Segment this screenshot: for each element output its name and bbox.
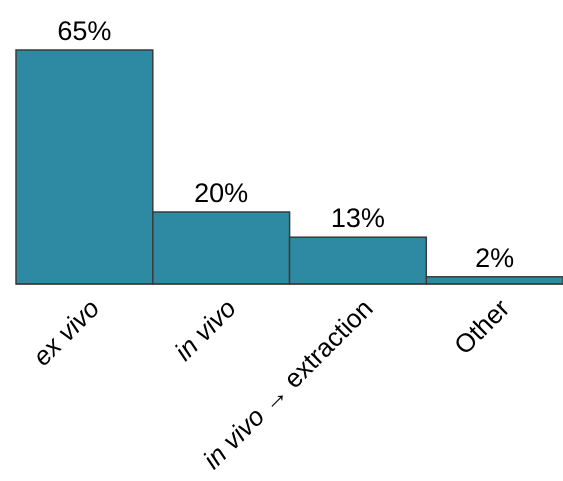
value-label-in-vivo: 20%	[194, 178, 248, 208]
value-label-ex-vivo: 65%	[57, 16, 111, 46]
bar-ex-vivo	[15, 49, 154, 285]
category-label-in-vivo: in vivo	[168, 293, 241, 366]
bar-in-vivo-extraction	[288, 236, 428, 285]
bars-group	[15, 49, 563, 285]
value-label-in-vivo-extraction: 13%	[331, 203, 385, 233]
category-label-ex-vivo: ex vivo	[27, 293, 105, 371]
value-labels-group: 65% 20% 13% 2%	[57, 16, 514, 273]
category-label-other: Other	[448, 293, 515, 360]
bar-in-vivo	[152, 211, 291, 285]
bar-other	[425, 276, 563, 285]
value-label-other: 2%	[475, 243, 514, 273]
